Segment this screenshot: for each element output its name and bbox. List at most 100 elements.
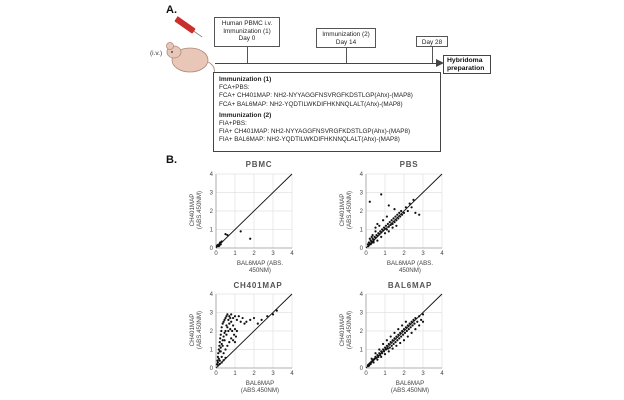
data-point [218, 344, 221, 347]
data-point [229, 316, 232, 320]
data-point [252, 316, 256, 320]
data-point [414, 328, 417, 331]
y-tick-label: 1 [360, 348, 364, 354]
data-point [368, 200, 371, 203]
data-point [218, 341, 221, 344]
y-tick-label: 0 [360, 366, 364, 372]
data-point [218, 362, 221, 366]
data-point [418, 315, 421, 318]
data-point [235, 318, 238, 321]
data-point [382, 342, 385, 346]
plot-ylabel-bal6map: CH401MAP (ABS.450NM) [339, 300, 353, 360]
plot-title-bal6map: BAL6MAP [387, 281, 433, 290]
data-point [396, 339, 399, 342]
xlabel-line: BAL6MAP (ABS. [386, 260, 434, 267]
data-point [389, 341, 392, 344]
data-point [393, 221, 396, 224]
scatter-plot-pbmc: 0 1 2 3 4 0 1 2 3 4 [210, 172, 295, 257]
data-point [383, 227, 387, 230]
timeline-box-line: Human PBMC i.v. [221, 20, 273, 27]
data-point [225, 333, 228, 336]
data-point [387, 204, 390, 207]
xlabel-line: BAL6MAP [395, 380, 425, 387]
timeline-tick-day0 [247, 47, 248, 63]
data-point [398, 337, 401, 340]
immunization-2-title: Immunization (2) [219, 111, 272, 119]
immunization-2-line: FIA+PBS: [219, 120, 247, 128]
data-point [372, 361, 375, 364]
data-point [376, 358, 379, 361]
data-point [381, 352, 384, 355]
data-point [243, 322, 246, 325]
y-tick-label: 1 [210, 348, 214, 354]
data-point [230, 320, 233, 323]
data-point [382, 219, 385, 222]
data-point [405, 329, 408, 333]
route-label: (i.v.) [150, 50, 163, 57]
timeline-box-line: Day 0 [238, 35, 256, 43]
reference-line [365, 293, 443, 369]
y-tick-label: 3 [360, 311, 364, 317]
data-point [395, 219, 398, 222]
data-point [217, 364, 220, 367]
data-point [387, 225, 390, 228]
data-point [227, 318, 230, 321]
data-point [388, 346, 391, 349]
data-point [416, 320, 419, 323]
data-point [378, 348, 381, 351]
x-tick-label: 1 [233, 371, 237, 377]
data-point [219, 241, 222, 244]
data-point [396, 213, 399, 216]
timeline-box-line: Immunization (2) [322, 31, 370, 38]
y-tick-label: 4 [360, 292, 364, 298]
data-point [367, 245, 370, 248]
data-point [407, 328, 410, 331]
data-point [386, 222, 389, 226]
data-point [391, 347, 394, 350]
x-tick-label: 2 [252, 251, 256, 257]
data-point [225, 324, 228, 327]
data-point [388, 221, 391, 224]
data-point [216, 361, 219, 364]
y-tick-label: 2 [360, 209, 364, 215]
data-point [231, 329, 234, 333]
reference-line [215, 293, 293, 369]
data-point [260, 318, 263, 321]
data-point [224, 348, 227, 351]
x-tick-label: 1 [383, 251, 387, 257]
data-point [376, 234, 379, 238]
data-point [379, 353, 382, 357]
data-point [226, 326, 229, 329]
x-tick-label: 3 [271, 251, 275, 257]
data-point [395, 224, 398, 227]
xlabel-line: 450NM) [248, 267, 271, 274]
data-point [228, 322, 231, 325]
data-point [220, 355, 223, 358]
data-point [389, 335, 392, 338]
data-point [380, 355, 383, 358]
data-point [370, 235, 373, 238]
y-tick-label: 2 [210, 329, 214, 335]
data-point [409, 326, 412, 329]
data-point [256, 322, 259, 325]
scatter-plot-pbs: 0 1 2 3 4 0 1 2 3 4 [360, 172, 445, 257]
data-point [223, 331, 226, 334]
data-point [271, 313, 275, 316]
data-point [397, 328, 400, 331]
data-point [222, 335, 225, 338]
y-tick-label: 3 [360, 191, 364, 197]
data-point [372, 239, 375, 243]
data-point [387, 350, 390, 353]
data-point [382, 348, 385, 351]
data-point [387, 230, 390, 233]
data-point [412, 318, 415, 321]
data-point [370, 241, 373, 244]
reference-line [215, 173, 293, 249]
plot-title-pbmc: PBMC [245, 160, 273, 169]
x-tick-label: 0 [214, 251, 218, 257]
data-point [393, 337, 396, 340]
data-point [241, 316, 244, 320]
data-point [406, 209, 409, 213]
x-tick-label: 1 [383, 371, 387, 377]
data-point [229, 328, 232, 331]
